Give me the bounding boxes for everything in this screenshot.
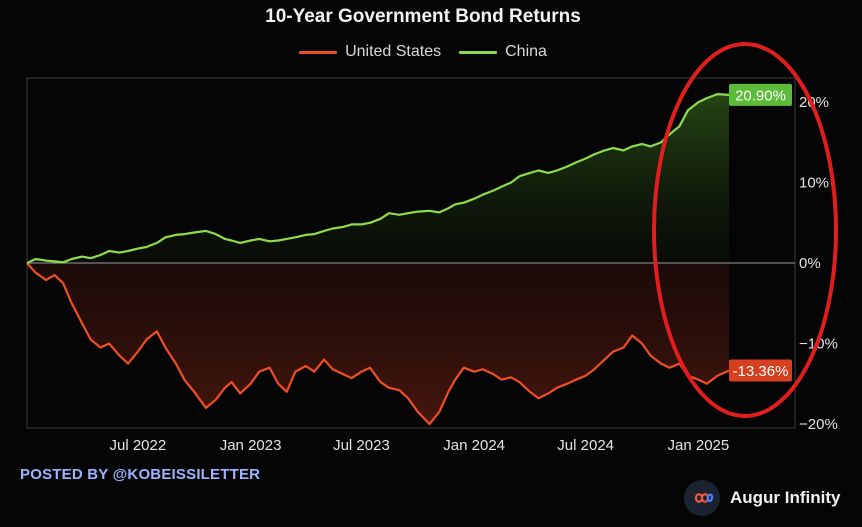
legend-swatch-china [459,50,498,54]
legend-label-china: China [505,43,547,60]
chart-legend: United States China [0,43,846,61]
x-tick-label: Jan 2025 [668,437,730,454]
end-label-china: 20.90% [735,87,786,104]
brand-watermark: Augur Infinity [684,480,840,516]
series-line-united-states [26,262,730,426]
x-tick-label: Jul 2023 [333,437,390,454]
series-line-china [26,93,730,265]
brand-name: Augur Infinity [730,488,841,507]
chart-title: 10-Year Government Bond Returns [265,6,581,27]
infinity-logo-icon [684,480,720,516]
end-label-bg-united-states [729,359,792,382]
x-tick-label: Jan 2023 [220,437,282,454]
plot-frame [26,77,796,429]
legend-entry-china: China [459,43,547,61]
area-china [27,94,729,264]
legend-label-united-states: United States [345,43,442,60]
end-label-united-states: -13.36% [733,363,789,380]
x-tick-label: Jul 2024 [557,437,614,454]
posted-by-credit: POSTED BY @KOBEISSILETTER [20,466,261,483]
y-tick-label: 20% [799,94,829,111]
y-tick-label: −20% [799,416,838,433]
end-label-bg-china [729,83,792,106]
y-tick-label: 10% [799,175,829,192]
x-tick-label: Jan 2024 [443,437,505,454]
legend-swatch-united-states [299,50,338,54]
area-united-states [27,263,729,424]
y-tick-label: 0% [799,255,821,272]
legend-entry-united-states: United States [299,43,441,61]
highlight-circle [652,42,838,418]
x-tick-label: Jul 2022 [110,437,167,454]
